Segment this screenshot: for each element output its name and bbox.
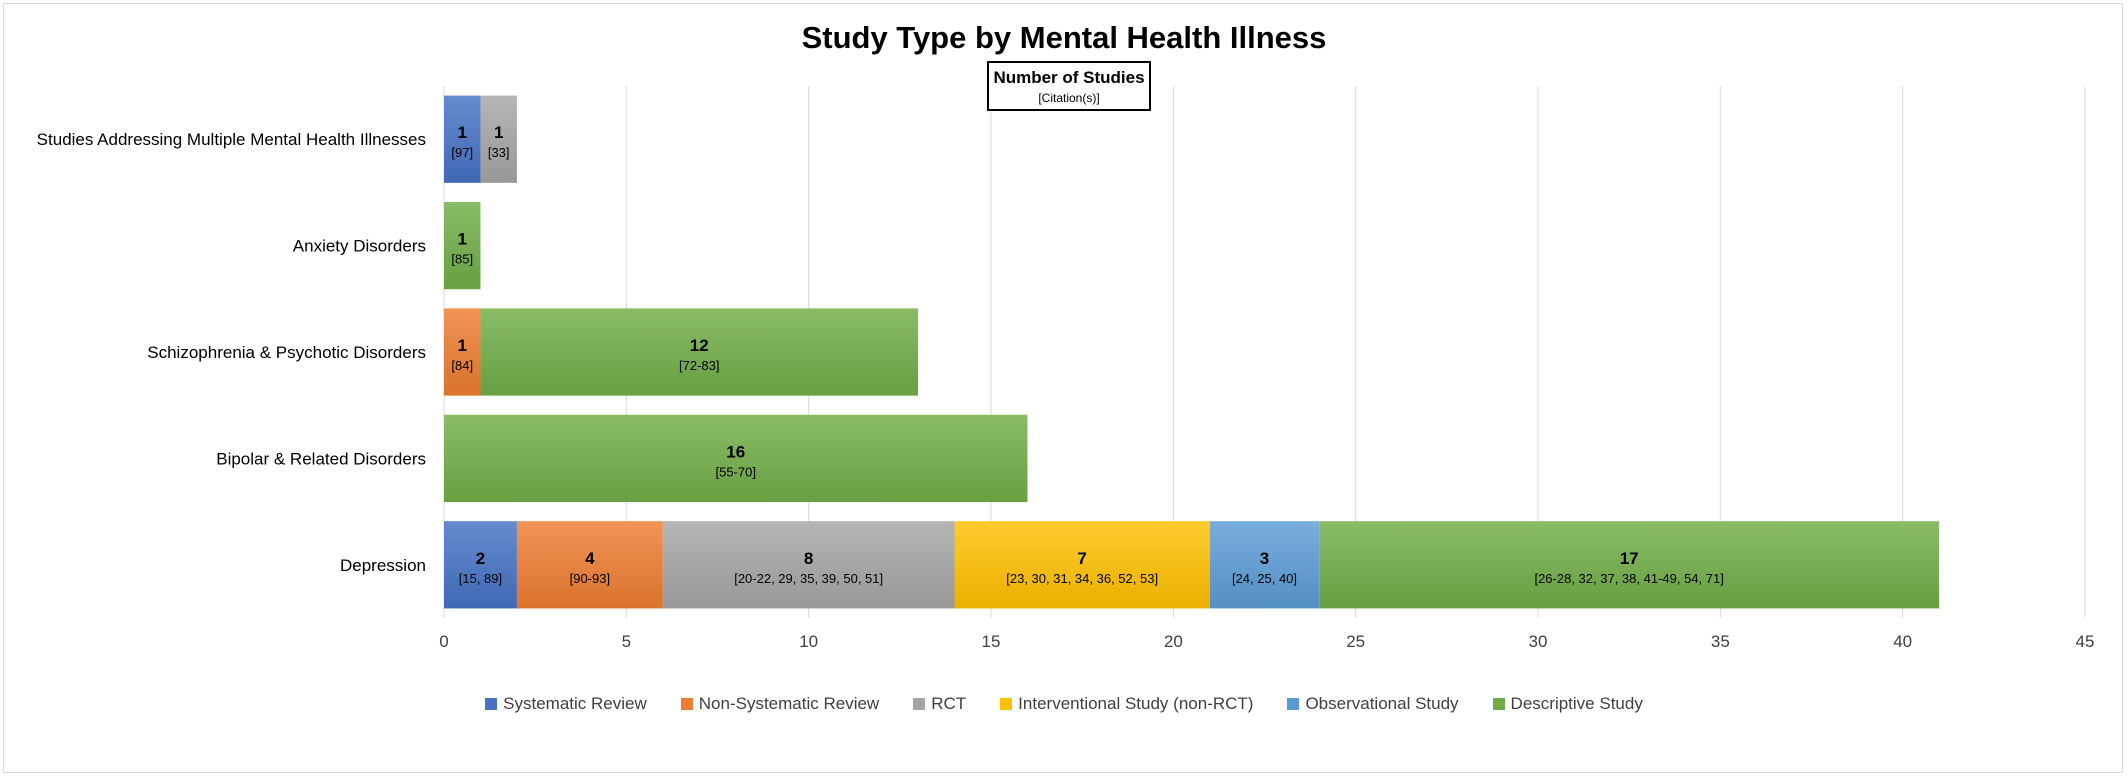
x-tick-label: 35	[1711, 632, 1730, 651]
data-label-value: 2	[476, 549, 485, 568]
data-label-value: 1	[494, 123, 503, 142]
legend-item: Interventional Study (non-RCT)	[1000, 694, 1253, 714]
category-label: Depression	[340, 556, 426, 575]
data-label-citation: [20-22, 29, 35, 39, 50, 51]	[734, 571, 883, 586]
x-tick-label: 10	[799, 632, 818, 651]
data-label-citation: [72-83]	[679, 358, 719, 373]
legend-item: Descriptive Study	[1492, 694, 1643, 714]
data-label-value: 1	[457, 230, 466, 249]
chart-frame	[3, 3, 2123, 773]
bar-segment	[444, 308, 481, 396]
legend-swatch	[1287, 698, 1300, 710]
category-label: Bipolar & Related Disorders	[216, 449, 426, 468]
legend-label: Interventional Study (non-RCT)	[1018, 694, 1254, 713]
data-label-citation: [84]	[451, 358, 473, 373]
x-tick-label: 40	[1893, 632, 1912, 651]
legend-item: RCT	[913, 694, 966, 714]
legend-item: Systematic Review	[485, 694, 647, 714]
legend-swatch	[680, 698, 693, 710]
annotation-subtitle: [Citation(s)]	[1038, 91, 1100, 105]
data-label-citation: [24, 25, 40]	[1232, 571, 1297, 586]
data-label-citation: [26-28, 32, 37, 38, 41-49, 54, 71]	[1534, 571, 1723, 586]
data-label-citation: [85]	[451, 252, 473, 267]
legend-label: Non-Systematic Review	[698, 694, 880, 713]
legend-item: Observational Study	[1287, 694, 1459, 714]
bar-segment	[444, 414, 1028, 503]
bar-segment	[662, 521, 955, 609]
annotation-box: Number of Studies [Citation(s)]	[987, 61, 1151, 111]
bar-segment	[444, 95, 481, 183]
x-tick-label: 20	[1164, 632, 1183, 651]
annotation-title: Number of Studies	[993, 68, 1145, 87]
legend-swatch	[485, 698, 498, 710]
bar-segment	[1209, 521, 1320, 609]
x-tick-label: 15	[982, 632, 1001, 651]
data-label-citation: [55-70]	[715, 464, 755, 479]
data-label-value: 7	[1077, 549, 1086, 568]
x-tick-label: 45	[2076, 632, 2095, 651]
data-label-citation: [15, 89]	[459, 571, 502, 586]
bar-segment	[1319, 521, 1940, 609]
legend-label: Descriptive Study	[1510, 694, 1643, 713]
legend-label: Observational Study	[1305, 694, 1459, 713]
bar-segment	[954, 521, 1210, 609]
category-label: Anxiety Disorders	[293, 237, 426, 256]
data-label-citation: [90-93]	[570, 571, 610, 586]
data-label-value: 3	[1260, 549, 1269, 568]
legend-item: Non-Systematic Review	[680, 694, 880, 714]
category-label: Schizophrenia & Psychotic Disorders	[147, 343, 426, 362]
bar-segment	[480, 308, 919, 396]
legend-swatch	[913, 698, 926, 710]
legend-swatch	[1492, 698, 1505, 710]
chart-title: Study Type by Mental Health Illness	[801, 20, 1327, 55]
bar-segment	[444, 201, 481, 290]
bar-segment	[480, 95, 517, 183]
category-label: Studies Addressing Multiple Mental Healt…	[37, 130, 426, 149]
x-tick-label: 30	[1529, 632, 1548, 651]
bar-segment	[516, 521, 663, 609]
data-label-value: 8	[804, 549, 813, 568]
legend-label: RCT	[931, 694, 967, 713]
data-label-citation: [33]	[488, 145, 510, 160]
x-tick-label: 0	[439, 632, 448, 651]
x-tick-label: 25	[1346, 632, 1365, 651]
chart-legend: Systematic Review Non-Systematic Review RC…	[0, 694, 2128, 714]
data-label-citation: [97]	[451, 145, 473, 160]
bar-segment	[444, 521, 517, 609]
x-tick-label: 5	[622, 632, 631, 651]
legend-label: Systematic Review	[503, 694, 647, 713]
data-label-value: 12	[690, 336, 709, 355]
data-label-value: 1	[457, 123, 466, 142]
data-label-value: 17	[1620, 549, 1639, 568]
data-label-value: 4	[585, 549, 595, 568]
legend-swatch	[1000, 698, 1013, 710]
data-label-citation: [23, 30, 31, 34, 36, 52, 53]	[1006, 571, 1158, 586]
data-label-value: 16	[726, 442, 745, 461]
data-label-value: 1	[457, 336, 466, 355]
